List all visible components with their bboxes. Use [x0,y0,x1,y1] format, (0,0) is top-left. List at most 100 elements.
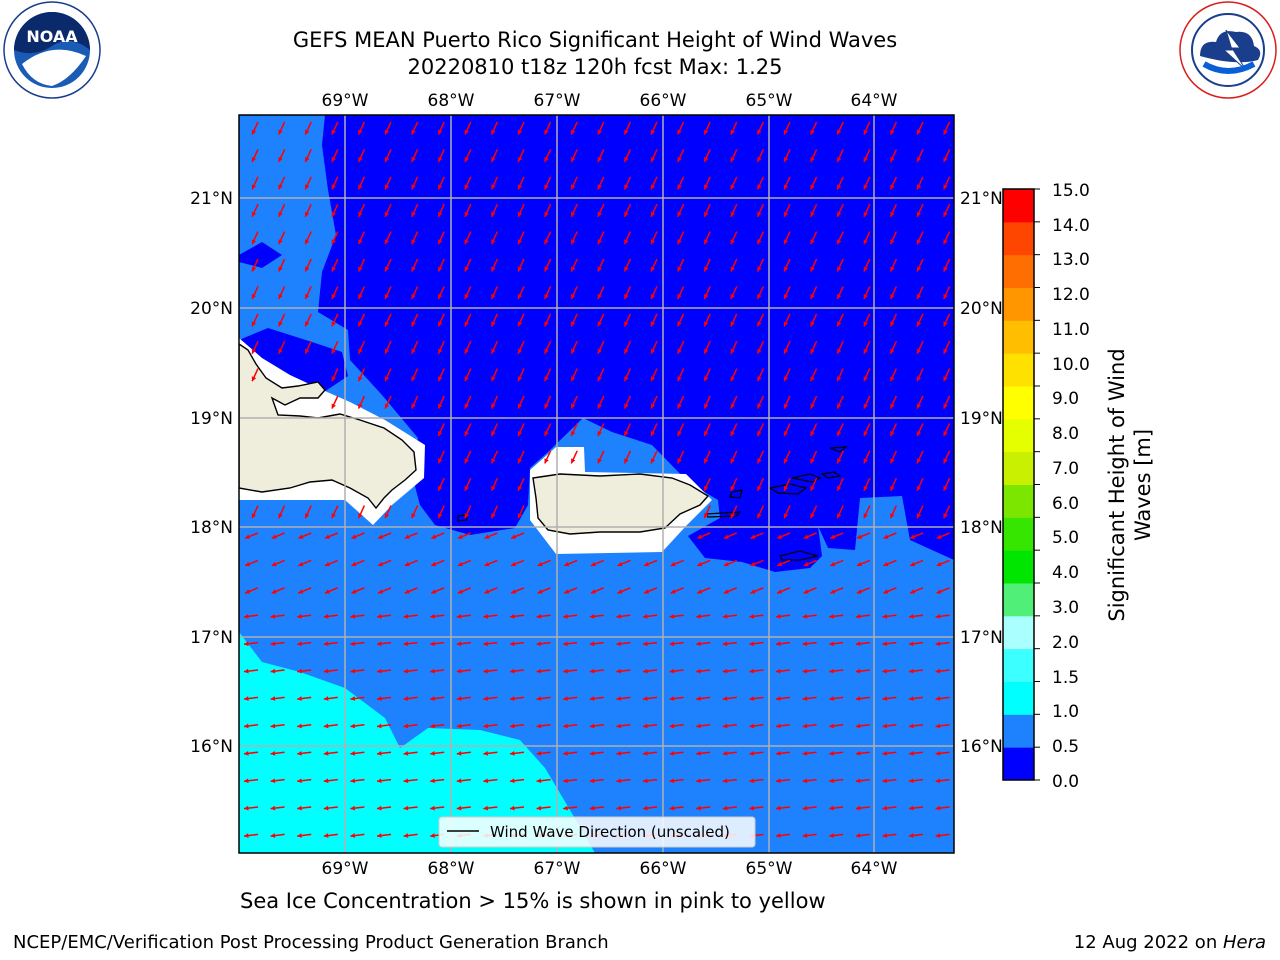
wind-wave-arrow-head [544,266,549,272]
wind-wave-arrow-head [643,805,648,811]
wind-wave-arrow-head [278,239,283,245]
wind-wave-arrow-head [730,376,735,382]
wind-wave-arrow-head [677,348,682,354]
wind-wave-arrow-head [270,778,276,784]
wind-wave-arrow-head [829,778,834,784]
hispaniola-land [239,343,417,510]
wind-wave-arrow-head [783,376,789,382]
wind-wave-arrow-head [305,211,310,217]
colorbar-tick: 1.0 [1052,702,1079,722]
wind-wave-arrow-head [776,613,781,619]
wind-wave-arrow-head [650,403,656,409]
footer-credit: NCEP/EMC/Verification Post Processing Pr… [13,932,609,953]
wind-wave-arrow-head [589,641,595,647]
wind-wave-arrow-head [730,294,735,299]
wind-wave-arrow-head [403,778,409,784]
wind-wave-arrow-head [863,403,868,409]
wind-wave-arrow-head [863,348,868,354]
wind-wave-arrow-head [696,723,701,729]
wind-wave-arrow-head [270,641,276,647]
wind-wave-arrow-head [571,157,576,162]
wind-wave-arrow-head [829,696,834,701]
lat-label: 16°N [960,737,1003,757]
wind-wave-arrow-head [350,778,356,784]
wind-wave-arrow-head [411,376,416,382]
wind-wave-arrow-head [491,157,496,162]
wind-wave-arrow-head [270,833,276,838]
wind-wave-arrow-head [810,266,815,272]
wind-wave-arrow-head [510,696,515,701]
wind-wave-arrow-head [377,833,382,838]
wind-wave-arrow-head [882,613,888,619]
wind-wave-arrow-head [783,266,789,272]
wind-wave-arrow-head [589,696,595,701]
lat-label: 21°N [960,189,1003,209]
wind-wave-arrow-head [810,129,815,135]
wind-wave-arrow-head [564,561,570,567]
wind-wave-arrow-head [749,696,755,701]
band-1.0-1.5 [239,632,595,853]
wind-wave-arrow-head [563,613,568,619]
wind-wave-arrow-head [783,129,789,135]
wind-wave-arrow-head [677,266,682,272]
wind-wave-arrow-head [244,723,249,729]
wind-wave-arrow-head [856,589,862,594]
wind-wave-arrow-head [890,376,895,382]
wind-wave-arrow-head [464,321,469,327]
wind-wave-arrow-head [251,266,257,272]
wind-wave-arrow-head [323,778,329,784]
wind-wave-arrow-head [331,239,336,245]
wind-wave-arrow-head [730,157,735,162]
wind-wave-arrow-head [624,403,629,409]
wind-wave-arrow-head [837,485,842,491]
wind-wave-arrow-head [464,184,469,190]
wind-wave-arrow-head [730,184,735,190]
wind-wave-arrow-head [730,485,735,491]
wind-wave-arrow-head [384,294,390,299]
wind-wave-arrow-head [590,589,596,594]
wind-wave-arrow-head [837,184,842,190]
wind-wave-arrow-head [350,613,356,619]
wind-wave-arrow-head [837,211,842,217]
wind-wave-arrow-head [855,641,861,647]
colorbar-tick: 12.0 [1052,285,1090,305]
wind-wave-arrow-head [837,157,842,162]
wind-wave-arrow-head [776,668,781,674]
wind-wave-arrow-head [589,805,595,811]
wind-wave-arrow-head [278,184,283,190]
wind-wave-arrow-head [251,376,257,382]
lat-label: 19°N [190,409,233,429]
wind-wave-arrow-head [384,184,390,190]
wind-wave-arrow-head [677,403,682,409]
wind-wave-arrow-head [624,211,629,217]
wind-wave-arrow-head [305,157,310,162]
wind-wave-arrow-head [704,431,709,436]
wind-wave-arrow-head [278,513,283,519]
wind-wave-arrow-head [483,723,489,729]
wind-wave-arrow-head [589,613,595,619]
wind-wave-arrow-head [384,129,390,135]
wind-wave-arrow-head [943,431,948,436]
wind-wave-arrow-head [802,613,808,619]
colorbar-segment [1003,451,1034,485]
wind-wave-arrow-head [536,668,542,674]
wind-wave-arrow-head [589,750,595,756]
wind-wave-arrow-head [571,129,576,135]
wind-wave-arrow-head [384,266,390,272]
wind-wave-arrow-head [776,641,781,647]
wind-wave-arrow-head [776,723,781,729]
wind-wave-arrow-head [810,239,815,245]
wind-wave-arrow-head [403,641,409,647]
wind-wave-arrow-head [936,589,942,594]
wind-wave-arrow-head [278,348,283,354]
wind-wave-arrow-head [829,641,834,647]
wind-wave-arrow-head [483,613,489,619]
wind-wave-arrow-head [464,431,469,436]
wind-wave-arrow-head [616,641,622,647]
wind-wave-arrow-head [597,211,602,217]
colorbar-tick: 8.0 [1052,424,1079,444]
wind-wave-arrow-head [270,805,276,811]
lat-label: 18°N [960,518,1003,538]
wind-wave-arrow-head [297,723,302,729]
wind-wave-arrow-head [863,485,868,491]
